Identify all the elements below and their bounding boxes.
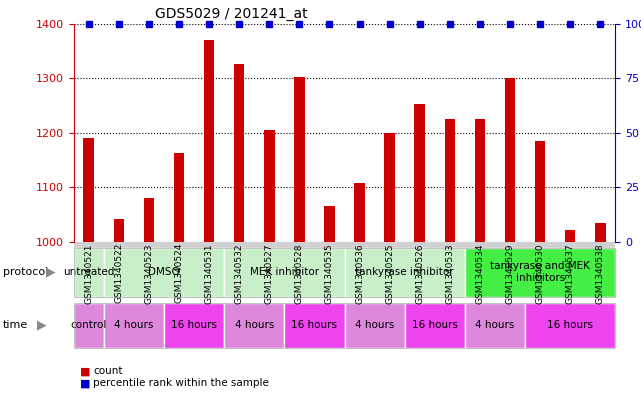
Bar	[174, 153, 185, 242]
Bar	[475, 119, 485, 242]
Bar	[264, 130, 274, 242]
Text: 4 hours: 4 hours	[235, 320, 274, 330]
Bar	[144, 198, 154, 242]
Text: time: time	[3, 320, 28, 330]
Text: ▶: ▶	[37, 319, 47, 332]
Text: ▶: ▶	[46, 266, 56, 279]
Bar	[324, 206, 335, 242]
Bar	[565, 230, 576, 242]
Bar	[535, 141, 545, 242]
Text: 4 hours: 4 hours	[476, 320, 515, 330]
Text: ■: ■	[80, 378, 90, 388]
Bar	[113, 219, 124, 242]
Bar	[504, 78, 515, 242]
Text: 16 hours: 16 hours	[171, 320, 217, 330]
Bar	[385, 132, 395, 242]
Bar	[595, 222, 606, 242]
Text: 4 hours: 4 hours	[114, 320, 154, 330]
Text: percentile rank within the sample: percentile rank within the sample	[93, 378, 269, 388]
Text: tankyrase and MEK
inhibitors: tankyrase and MEK inhibitors	[490, 261, 590, 283]
Bar	[234, 64, 244, 242]
Bar	[445, 119, 455, 242]
Text: 16 hours: 16 hours	[292, 320, 337, 330]
Text: 4 hours: 4 hours	[355, 320, 394, 330]
Bar	[83, 138, 94, 242]
Text: untreated: untreated	[63, 267, 115, 277]
Text: DMSO: DMSO	[148, 267, 180, 277]
Text: protocol: protocol	[3, 267, 49, 277]
Text: 16 hours: 16 hours	[547, 320, 593, 330]
Text: 16 hours: 16 hours	[412, 320, 458, 330]
Text: count: count	[93, 366, 122, 376]
Text: control: control	[71, 320, 107, 330]
Text: MEK inhibitor: MEK inhibitor	[250, 267, 319, 277]
Bar	[204, 40, 214, 242]
Text: GDS5029 / 201241_at: GDS5029 / 201241_at	[155, 7, 308, 21]
Text: tankyrase inhibitor: tankyrase inhibitor	[355, 267, 454, 277]
Text: ■: ■	[80, 366, 90, 376]
Bar	[415, 104, 425, 242]
Bar	[294, 77, 304, 242]
Bar	[354, 183, 365, 242]
